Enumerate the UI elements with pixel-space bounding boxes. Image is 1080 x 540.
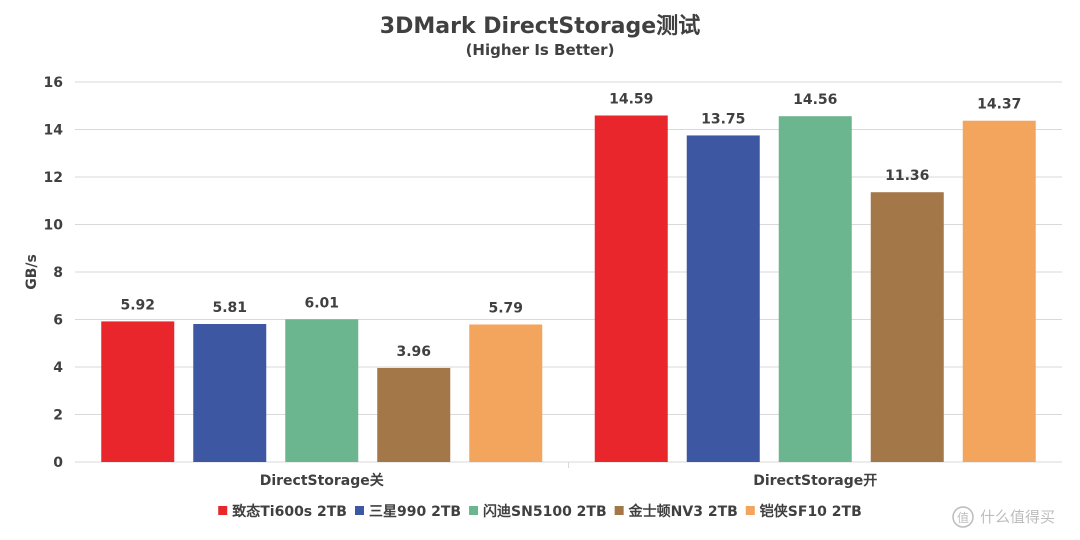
y-axis-ticks: 0 2 4 6 8 10 12 14 16 (44, 75, 64, 471)
y-axis-label: GB/s (24, 254, 40, 290)
legend-label: 金士顿NV3 2TB (628, 503, 738, 520)
data-label: 13.75 (701, 111, 745, 127)
category-label: DirectStorage关 (260, 472, 384, 489)
legend: 致态Ti600s 2TB 三星990 2TB 闪迪SN5100 2TB 金士顿NV3 … (218, 503, 862, 520)
data-label: 3.96 (396, 344, 431, 360)
bar-4-1 (377, 367, 451, 462)
y-tick-label: 10 (44, 218, 64, 234)
y-tick-label: 4 (53, 360, 63, 376)
bar-5-1 (469, 324, 543, 462)
data-label: 5.92 (120, 297, 155, 313)
bar-4-2 (870, 192, 944, 462)
bar-3-2 (778, 116, 852, 462)
legend-swatch (469, 506, 479, 515)
legend-swatch (614, 506, 624, 515)
y-tick-label: 6 (53, 313, 63, 329)
legend-item: 闪迪SN5100 2TB (469, 503, 607, 520)
y-tick-label: 2 (53, 408, 63, 424)
data-label: 14.59 (609, 91, 653, 107)
bars (101, 115, 1036, 463)
watermark-text: 什么值得买 (980, 508, 1055, 526)
legend-item: 铠侠SF10 2TB (745, 503, 862, 520)
legend-swatch (218, 506, 228, 515)
y-tick-label: 12 (44, 170, 63, 186)
y-tick-label: 0 (53, 455, 63, 471)
bar-2-1 (193, 324, 267, 462)
data-label: 11.36 (885, 168, 929, 184)
legend-item: 金士顿NV3 2TB (614, 503, 738, 520)
y-tick-label: 8 (53, 265, 63, 281)
data-label: 14.37 (977, 97, 1021, 113)
data-label: 5.79 (488, 300, 523, 316)
legend-item: 三星990 2TB (354, 504, 461, 520)
bar-2-2 (686, 135, 760, 462)
bar-5-2 (962, 120, 1036, 463)
data-label: 14.56 (793, 92, 837, 108)
chart-title: 3DMark DirectStorage测试 (380, 14, 700, 39)
legend-item: 致态Ti600s 2TB (218, 503, 347, 520)
legend-label: 致态Ti600s 2TB (232, 503, 347, 520)
bar-1-2 (594, 115, 668, 463)
data-label: 5.81 (212, 300, 247, 316)
watermark-logo-icon (952, 506, 974, 528)
legend-swatch (745, 506, 755, 515)
bar-1-1 (101, 321, 175, 462)
watermark: 值 什么值得买 (952, 506, 1055, 528)
legend-label: 闪迪SN5100 2TB (483, 503, 607, 520)
legend-swatch (354, 506, 364, 515)
data-labels: 5.92 5.81 6.01 3.96 5.79 14.59 13.75 14.56 11.36… (120, 91, 1021, 359)
y-tick-label: 14 (44, 123, 64, 139)
chart-subtitle: (Higher Is Better) (466, 41, 615, 59)
x-axis-categories: DirectStorage关 DirectStorage开 (260, 472, 878, 489)
bar-3-1 (285, 319, 359, 462)
legend-label: 三星990 2TB (369, 504, 461, 520)
watermark-logo-glyph: 值 (957, 510, 969, 525)
category-label: DirectStorage开 (753, 473, 877, 489)
data-label: 6.01 (304, 295, 339, 311)
legend-label: 铠侠SF10 2TB (760, 503, 862, 520)
y-tick-label: 16 (44, 75, 63, 91)
